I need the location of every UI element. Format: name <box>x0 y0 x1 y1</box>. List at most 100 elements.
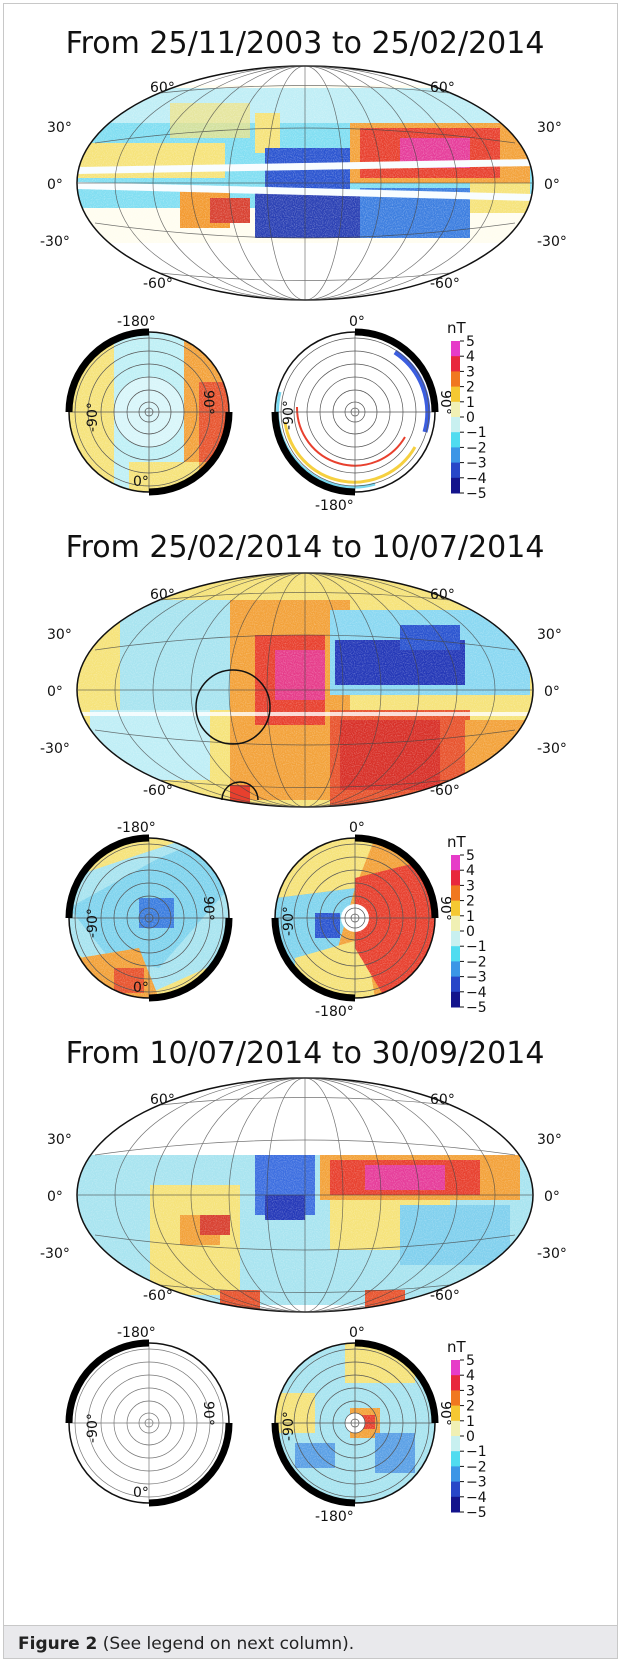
colorbar-tick-label: 2 <box>466 380 475 396</box>
colorbar-tick-label: −5 <box>466 486 487 502</box>
lat-label-m60-right: -60° <box>430 783 460 799</box>
lat-label-60-right: 60° <box>430 80 455 96</box>
colorbar-tick-label: −2 <box>466 1459 487 1475</box>
lat-label-30-right: 30° <box>537 1132 562 1148</box>
polar-map-right: 0° -180° -90° 90° <box>271 1325 453 1525</box>
colorbar-tick-label: 3 <box>466 1383 475 1399</box>
colorbar-segment <box>451 386 460 403</box>
colorbar-tick-label: −3 <box>466 970 487 986</box>
colorbar-tick-label: 1 <box>466 909 475 925</box>
colorbar-segment <box>451 356 460 372</box>
panel-1: From 25/11/2003 to 25/02/2014 <box>40 26 567 514</box>
lat-label-0-left: 0° <box>47 1189 63 1205</box>
colorbar-tick-label: 5 <box>466 848 475 864</box>
colorbar-tick-label: −4 <box>466 471 487 487</box>
colorbar-segment <box>451 417 460 433</box>
colorbar-segment <box>451 900 460 917</box>
figure-caption-bar: Figure 2 (See legend on next column). <box>3 1625 618 1659</box>
colorbar-tick-label: −1 <box>466 425 487 441</box>
lat-label-30-right: 30° <box>537 120 562 136</box>
lat-label-m30-left: -30° <box>40 741 70 757</box>
lat-label-60-left: 60° <box>150 1092 175 1108</box>
polar-label-top: -180° <box>117 1325 156 1341</box>
polar-map-right: 0° -180° -90° 90° <box>271 314 453 514</box>
polar-map-left: -180° 0° -90° 90° <box>65 1325 233 1507</box>
lat-label-0-left: 0° <box>47 684 63 700</box>
polar-label-bottom: -180° <box>315 1004 354 1020</box>
polar-label-bottom: 0° <box>133 474 149 490</box>
colorbar-segment <box>451 341 460 357</box>
colorbar-tick-label: 5 <box>466 334 475 350</box>
colorbar-tick-label: −1 <box>466 939 487 955</box>
polar-label-bottom: -180° <box>315 1509 354 1525</box>
polar-label-left: -90° <box>85 402 101 432</box>
colorbar-segment <box>451 885 460 902</box>
hammer-map: 60° 60° 30° 30° 0° 0° -30° -30° -60° -60… <box>40 65 567 301</box>
colorbar-tick-label: 4 <box>466 349 475 365</box>
colorbar-segment <box>451 1466 460 1483</box>
hammer-map: 60° 60° 30° 30° 0° 0° -30° -30° -60° -60… <box>40 572 567 808</box>
polar-label-left: -90° <box>281 1411 297 1441</box>
polar-label-right: 90° <box>437 896 453 921</box>
colorbar-tick-label: 1 <box>466 395 475 411</box>
polar-label-left: -90° <box>85 908 101 938</box>
colorbar-segment <box>451 976 460 993</box>
colorbar-tick-label: 3 <box>466 364 475 380</box>
colorbar-segment <box>451 1451 460 1467</box>
lat-label-60-left: 60° <box>150 80 175 96</box>
colorbar-segment <box>451 931 460 947</box>
colorbar-tick-label: −3 <box>466 1475 487 1491</box>
polar-label-bottom: 0° <box>133 1485 149 1501</box>
colorbar-tick-label: 4 <box>466 863 475 879</box>
lat-label-m30-right: -30° <box>537 1246 567 1262</box>
panel-title: From 25/02/2014 to 10/07/2014 <box>66 530 545 565</box>
colorbar-segment <box>451 1390 460 1407</box>
colorbar-segment <box>451 946 460 962</box>
lat-label-m60-right: -60° <box>430 276 460 292</box>
colorbar-segment <box>451 447 460 464</box>
polar-map-right: 0° -180° -90° 90° <box>271 820 453 1020</box>
colorbar-unit: nT <box>447 1338 467 1356</box>
colorbar-tick-label: −1 <box>466 1444 487 1460</box>
lat-label-m60-left: -60° <box>143 1288 173 1304</box>
colorbar-tick-label: 0 <box>466 1429 475 1445</box>
lat-label-m30-left: -30° <box>40 1246 70 1262</box>
colorbar-segment <box>451 870 460 886</box>
lat-label-0-right: 0° <box>544 177 560 193</box>
colorbar-tick-label: −2 <box>466 440 487 456</box>
colorbar-tick-label: 5 <box>466 1353 475 1369</box>
colorbar-tick-label: 3 <box>466 878 475 894</box>
polar-label-right: 90° <box>200 896 216 921</box>
polar-label-right: 90° <box>437 390 453 415</box>
colorbar-tick-label: −3 <box>466 456 487 472</box>
lat-label-30-left: 30° <box>47 1132 72 1148</box>
colorbar-segment <box>451 1420 460 1437</box>
panel-2: From 25/02/2014 to 10/07/2014 <box>40 530 567 1020</box>
colorbar-tick-label: 0 <box>466 410 475 426</box>
polar-label-right: 90° <box>437 1401 453 1426</box>
colorbar-segment <box>451 1405 460 1422</box>
colorbar-tick-label: 2 <box>466 1399 475 1415</box>
lat-label-60-right: 60° <box>430 1092 455 1108</box>
colorbar-segment <box>451 432 460 448</box>
colorbar-segment <box>451 477 460 494</box>
panel-title: From 10/07/2014 to 30/09/2014 <box>66 1036 545 1071</box>
lat-label-30-left: 30° <box>47 120 72 136</box>
polar-label-bottom: -180° <box>315 498 354 514</box>
polar-label-right: 90° <box>200 390 216 415</box>
lat-label-60-left: 60° <box>150 587 175 603</box>
lat-label-m30-right: -30° <box>537 234 567 250</box>
lat-label-0-right: 0° <box>544 684 560 700</box>
colorbar-tick-label: −5 <box>466 1505 487 1521</box>
figure-label: Figure 2 <box>18 1634 98 1654</box>
polar-label-left: -90° <box>281 906 297 936</box>
colorbar-scale <box>451 341 460 494</box>
colorbar-tick-label: −4 <box>466 1490 487 1506</box>
polar-label-left: -90° <box>281 400 297 430</box>
colorbar-scale <box>451 855 460 1008</box>
polar-label-top: -180° <box>117 820 156 836</box>
colorbar-segment <box>451 1496 460 1513</box>
highlight-circle <box>221 781 259 801</box>
